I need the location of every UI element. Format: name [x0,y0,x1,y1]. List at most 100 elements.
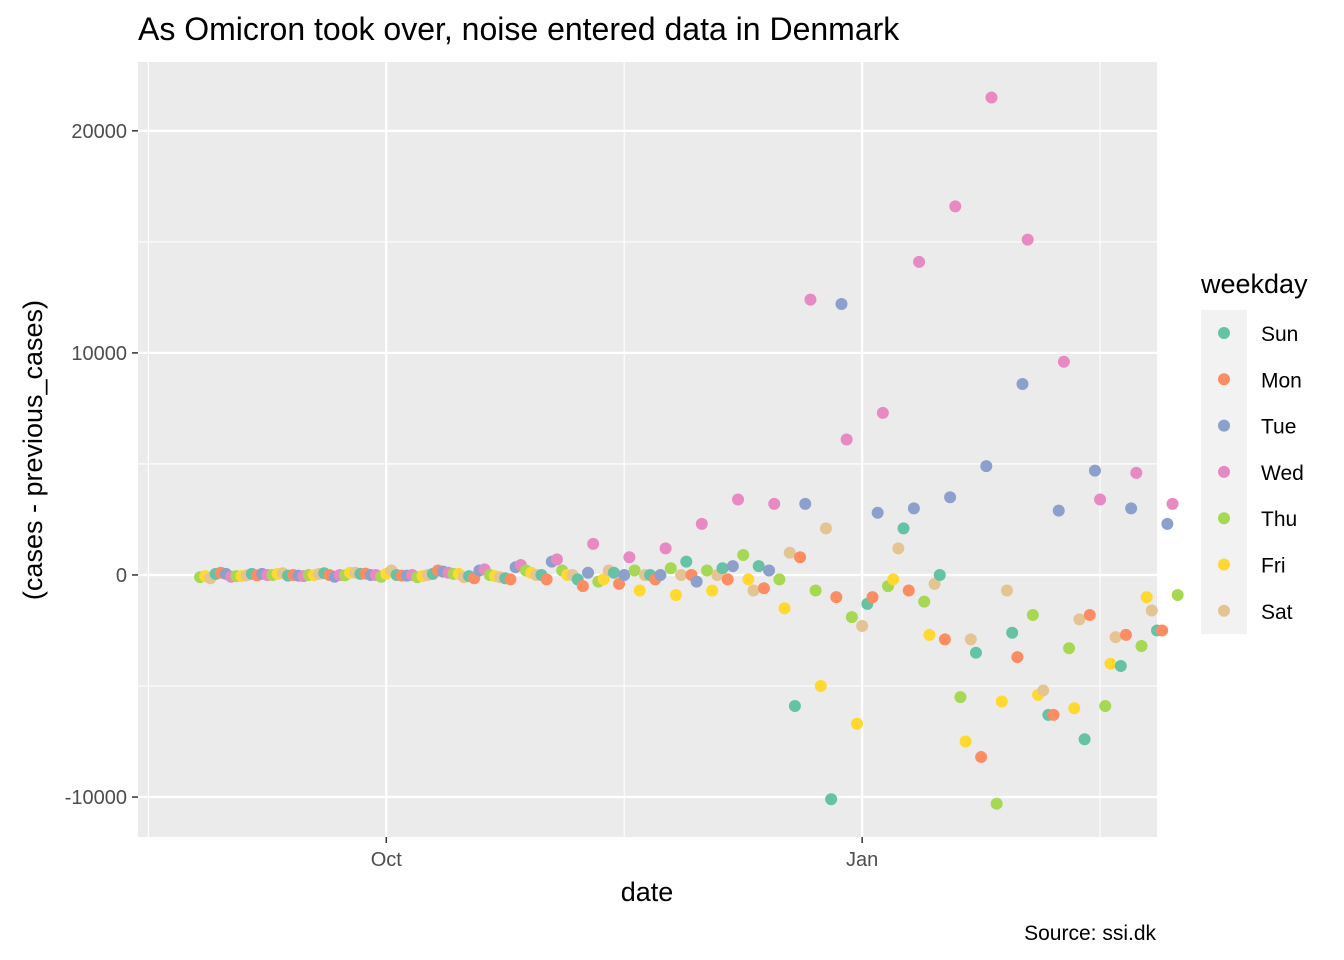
data-point-wed [876,406,889,419]
data-point-mon [1011,651,1024,664]
data-point-tue [871,506,884,519]
y-tick-label: 0 [116,565,127,587]
data-point-thu [809,584,822,597]
legend-key-wed [1218,465,1230,478]
legend-title: weekday [1200,269,1308,299]
data-point-tue [1125,502,1138,515]
chart-title: As Omicron took over, noise entered data… [138,11,900,47]
data-point-wed [913,255,926,268]
data-points [194,91,1184,810]
data-point-mon [1047,708,1060,721]
legend-label-mon: Mon [1261,369,1302,392]
data-point-wed [949,200,962,213]
data-point-thu [990,797,1003,810]
legend-label-sun: Sun [1261,323,1298,346]
data-point-sat [1145,604,1158,617]
x-axis-title: date [621,877,674,907]
data-point-fri [778,602,791,615]
data-point-wed [804,293,817,306]
x-tick-label: Oct [371,849,403,871]
data-point-tue [799,497,812,510]
data-point-fri [959,735,972,748]
y-axis: 20000 10000 0 -10000 [65,121,138,809]
data-point-fri [1140,591,1153,604]
data-point-tue [1052,504,1065,517]
data-point-tue [618,568,631,581]
legend-label-thu: Thu [1261,508,1297,531]
y-tick-label: -10000 [65,787,127,809]
legend-label-wed: Wed [1261,462,1304,485]
data-point-sat [819,522,832,535]
data-point-tue [654,568,667,581]
data-point-wed [768,497,781,510]
y-axis-title: (cases - previous_cases) [18,300,48,600]
data-point-tue [980,460,993,473]
data-point-mon [902,584,915,597]
data-point-sat [964,633,977,646]
legend-key-thu [1218,512,1230,525]
data-point-mon [1083,608,1096,621]
data-point-mon [1119,628,1132,641]
data-point-tue [1161,517,1174,530]
data-point-sat [1109,631,1122,644]
legend-key-fri [1218,558,1230,571]
data-point-sat [783,546,796,559]
data-point-sat [675,568,688,581]
data-point-thu [954,691,967,704]
data-point-sun [752,560,765,573]
data-point-thu [628,564,641,577]
data-point-sun [897,522,910,535]
data-point-tue [726,560,739,573]
data-point-tue [582,566,595,579]
data-point-wed [659,542,672,555]
data-point-tue [835,298,848,311]
data-point-fri [887,573,900,586]
legend: Sun Mon Tue Wed Thu Fri Sat [1201,310,1304,634]
legend-key-tue [1218,419,1230,432]
legend-label-fri: Fri [1261,555,1286,578]
legend-key-sun [1218,327,1230,339]
data-point-thu [700,564,713,577]
data-point-sun [607,566,620,579]
data-point-wed [1130,466,1143,479]
data-point-sun [1006,626,1019,639]
data-point-tue [944,491,957,504]
legend-key-sat [1218,604,1230,617]
data-point-sun [1078,733,1091,746]
data-point-thu [845,611,858,624]
source-caption: Source: ssi.dk [1024,922,1156,945]
data-point-tue [763,564,776,577]
data-point-fri [633,584,646,597]
data-point-wed [587,537,600,550]
x-axis: Oct Jan [371,837,878,871]
data-point-mon [975,751,988,764]
data-point-tue [690,575,703,588]
data-point-wed [1057,355,1070,368]
data-point-mon [866,591,879,604]
data-point-thu [773,573,786,586]
data-point-sun [933,568,946,581]
data-point-fri [742,573,755,586]
data-point-sat [1000,584,1013,597]
data-point-wed [732,493,745,506]
data-point-wed [550,553,563,566]
data-point-sun [680,555,693,568]
data-point-mon [721,573,734,586]
data-point-sat [856,620,869,633]
data-point-sat [892,542,905,555]
data-point-tue [1088,464,1101,477]
data-point-fri [814,680,827,692]
data-point-wed [840,433,853,446]
data-point-sat [1037,684,1050,697]
data-point-mon [938,633,951,646]
data-point-thu [1063,642,1076,655]
data-point-tue [1016,377,1029,390]
data-point-sun [716,562,729,575]
data-point-thu [1135,640,1148,653]
data-point-sat [1073,613,1086,626]
data-point-thu [1026,608,1039,621]
data-point-thu [664,562,677,575]
data-point-sun [969,646,982,659]
data-point-fri [850,717,863,730]
